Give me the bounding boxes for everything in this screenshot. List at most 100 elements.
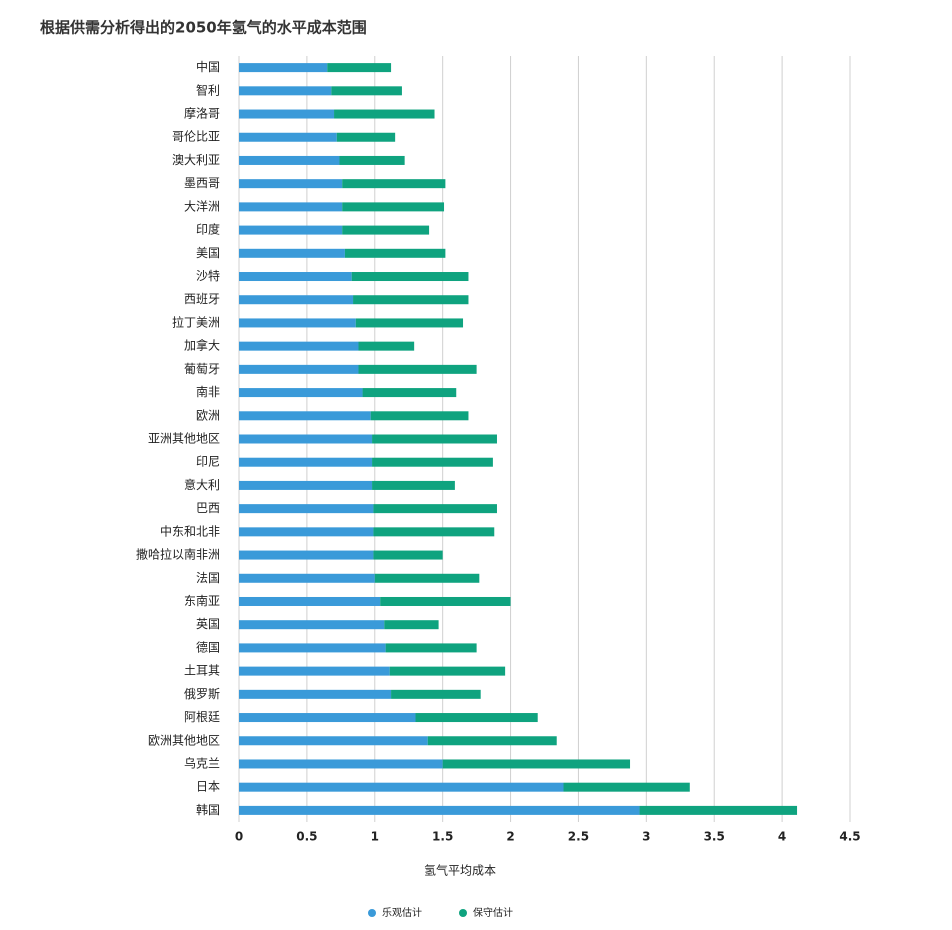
bar-segment — [374, 573, 480, 583]
y-tick-label: 日本 — [196, 780, 220, 794]
bar-segment — [239, 759, 443, 769]
y-tick-label: 澳大利亚 — [172, 153, 220, 167]
bar-segment — [239, 457, 373, 467]
bar-segment — [342, 179, 446, 189]
x-tick-label: 3.5 — [704, 830, 725, 844]
y-tick-label: 摩洛哥 — [184, 106, 220, 121]
bar-segment — [239, 643, 386, 653]
bar-segment — [427, 736, 557, 746]
y-tick-label: 墨西哥 — [184, 176, 220, 190]
bar-segment — [239, 550, 374, 560]
bar-segment — [342, 225, 430, 235]
bar-segment — [239, 225, 343, 235]
bar-segment — [639, 805, 798, 815]
bar-segment — [239, 666, 390, 676]
bar-segment — [384, 620, 439, 630]
x-tick-label: 4 — [778, 830, 786, 844]
bar-segment — [239, 109, 335, 119]
x-tick-label: 2 — [506, 830, 514, 844]
y-tick-label: 中国 — [196, 59, 220, 74]
y-tick-label: 意大利 — [184, 477, 220, 492]
bar-segment — [239, 248, 345, 258]
y-tick-label: 巴西 — [196, 501, 220, 515]
bar-segment — [239, 596, 381, 606]
bar-segment — [239, 736, 428, 746]
y-tick-label: 亚洲其他地区 — [148, 432, 220, 446]
y-tick-label: 印尼 — [196, 455, 220, 469]
y-tick-label: 韩国 — [196, 802, 220, 817]
legend-label: 保守估计 — [473, 906, 513, 919]
bar-segment — [380, 596, 511, 606]
bar-segment — [327, 63, 392, 73]
bar-segment — [331, 86, 402, 96]
x-tick-label: 3 — [642, 830, 650, 844]
bar-segment — [373, 504, 497, 514]
x-tick-label: 2.5 — [568, 830, 589, 844]
bar-segment — [370, 411, 469, 421]
bar-segment — [239, 434, 373, 444]
bar-segment — [372, 434, 497, 444]
bar-segment — [372, 457, 493, 467]
bar-segment — [344, 248, 446, 258]
bar-segment — [239, 689, 392, 699]
y-tick-label: 德国 — [196, 639, 220, 654]
y-tick-label: 撒哈拉以南非洲 — [136, 547, 220, 562]
bar-segment — [351, 272, 469, 282]
bar-segment — [342, 202, 445, 212]
y-tick-label: 欧洲 — [196, 408, 220, 422]
bar-segment — [353, 295, 469, 305]
y-tick-label: 葡萄牙 — [184, 362, 220, 376]
x-tick-label: 1 — [371, 830, 379, 844]
bar-segment — [355, 318, 464, 328]
bar-segment — [389, 666, 506, 676]
bar-segment — [239, 341, 359, 351]
bar-segment — [239, 86, 332, 96]
y-tick-label: 美国 — [196, 246, 220, 260]
bar-segment — [442, 759, 631, 769]
bar-segment — [239, 782, 564, 792]
bar-segment — [239, 179, 343, 189]
y-tick-label: 东南亚 — [184, 593, 220, 608]
bar-segment — [239, 132, 337, 142]
bar-segment — [239, 504, 374, 514]
x-tick-label: 0 — [235, 830, 243, 844]
x-tick-label: 1.5 — [432, 830, 453, 844]
y-tick-label: 智利 — [196, 82, 220, 97]
x-tick-label: 0.5 — [296, 830, 317, 844]
bar-segment — [415, 713, 538, 723]
bar-segment — [334, 109, 435, 119]
bar-segment — [239, 272, 352, 282]
y-tick-label: 西班牙 — [184, 292, 220, 306]
y-tick-label: 加拿大 — [184, 338, 220, 353]
bar-segment — [239, 480, 373, 490]
bar-segment — [339, 155, 405, 165]
y-tick-label: 俄罗斯 — [184, 687, 220, 701]
bar-segment — [358, 341, 415, 351]
x-tick-label: 4.5 — [839, 830, 860, 844]
y-tick-label: 哥伦比亚 — [172, 129, 220, 144]
y-tick-label: 大洋洲 — [184, 198, 220, 213]
bar-segment — [239, 364, 359, 374]
y-tick-label: 拉丁美洲 — [172, 314, 220, 329]
bar-segment — [239, 388, 363, 398]
bar-segment — [372, 480, 455, 490]
bar-segment — [239, 295, 354, 305]
bar-segment — [239, 155, 340, 165]
y-tick-label: 印度 — [196, 222, 220, 237]
bar-segment — [239, 202, 343, 212]
y-tick-label: 乌克兰 — [184, 755, 220, 770]
bar-segment — [336, 132, 396, 142]
bar-segment — [239, 527, 374, 537]
chart-title: 根据供需分析得出的2050年氢气的水平成本范围 — [40, 19, 367, 37]
bar-segment — [239, 573, 375, 583]
bar-segment — [563, 782, 690, 792]
legend-marker — [368, 909, 376, 917]
bar-segment — [362, 388, 457, 398]
legend-label: 乐观估计 — [382, 906, 422, 919]
legend-marker — [459, 909, 467, 917]
bar-segment — [239, 63, 328, 73]
bar-segment — [391, 689, 481, 699]
bar-segment — [358, 364, 477, 374]
bar-segment — [385, 643, 477, 653]
